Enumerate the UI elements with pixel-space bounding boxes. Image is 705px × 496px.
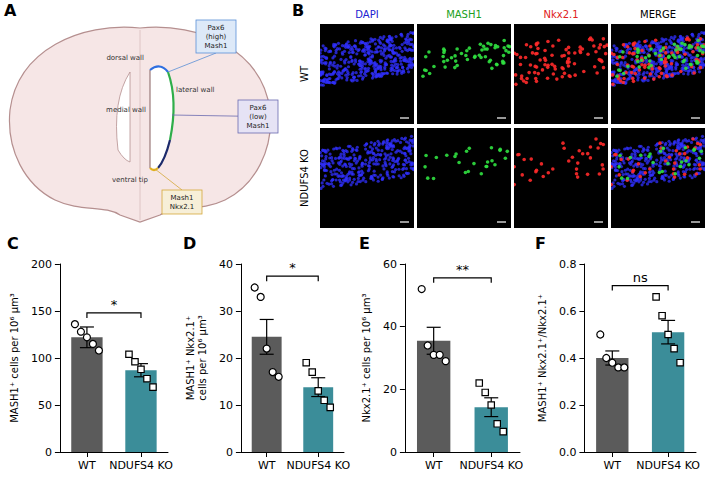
svg-text:0.8: 0.8: [559, 258, 577, 271]
svg-text:Nkx2.1: Nkx2.1: [543, 9, 578, 20]
svg-text:NDUFS4 KO: NDUFS4 KO: [109, 459, 173, 472]
svg-text:Pax6: Pax6: [208, 24, 225, 32]
svg-text:MASH1⁺ cells per 10⁶ μm³: MASH1⁺ cells per 10⁶ μm³: [9, 293, 20, 423]
svg-text:0: 0: [390, 446, 397, 459]
svg-text:0.0: 0.0: [559, 446, 577, 459]
svg-text:A: A: [4, 1, 17, 20]
svg-text:NDUFS4 KO: NDUFS4 KO: [636, 459, 700, 472]
svg-text:NDUFS4 KO: NDUFS4 KO: [286, 459, 350, 472]
svg-text:0.6: 0.6: [559, 305, 577, 318]
svg-text:20: 20: [383, 383, 397, 396]
svg-text:MERGE: MERGE: [640, 9, 676, 20]
svg-text:dorsal wall: dorsal wall: [106, 54, 144, 62]
svg-text:NDUFS4 KO: NDUFS4 KO: [299, 149, 310, 207]
svg-text:WT: WT: [603, 459, 621, 472]
svg-text:F: F: [535, 234, 546, 253]
svg-text:Mash1: Mash1: [171, 194, 194, 202]
svg-text:MASH1⁺ Nkx2.1⁺/Nkx2.1⁺: MASH1⁺ Nkx2.1⁺/Nkx2.1⁺: [537, 294, 548, 422]
svg-text:0: 0: [45, 446, 52, 459]
svg-text:30: 30: [219, 305, 233, 318]
svg-text:ns: ns: [633, 270, 648, 285]
svg-text:200: 200: [31, 258, 52, 271]
svg-text:Pax6: Pax6: [250, 104, 267, 112]
svg-text:(high): (high): [206, 33, 227, 41]
svg-text:B: B: [292, 1, 304, 20]
svg-text:ventral tip: ventral tip: [112, 176, 149, 184]
svg-text:MASH1: MASH1: [446, 9, 482, 20]
svg-text:Mash1: Mash1: [205, 42, 228, 50]
svg-text:150: 150: [31, 305, 52, 318]
svg-text:60: 60: [383, 258, 397, 271]
svg-text:lateral wall: lateral wall: [176, 86, 215, 94]
svg-text:WT: WT: [299, 65, 310, 82]
svg-text:MASH1⁺ Nkx2.1⁺: MASH1⁺ Nkx2.1⁺: [185, 316, 196, 401]
svg-text:Nkx2.1⁺ cells per 10⁶ μm³: Nkx2.1⁺ cells per 10⁶ μm³: [361, 294, 372, 423]
svg-text:40: 40: [383, 320, 397, 333]
svg-text:100: 100: [31, 352, 52, 365]
svg-text:40: 40: [219, 258, 233, 271]
svg-text:Mash1: Mash1: [247, 122, 270, 130]
svg-text:50: 50: [38, 399, 52, 412]
svg-text:E: E: [359, 234, 370, 253]
svg-text:0.4: 0.4: [559, 352, 577, 365]
svg-text:NDUFS4 KO: NDUFS4 KO: [459, 459, 523, 472]
svg-text:WT: WT: [78, 459, 96, 472]
svg-text:*: *: [111, 297, 118, 312]
svg-text:Nkx2.1: Nkx2.1: [170, 203, 195, 211]
svg-text:WT: WT: [258, 459, 276, 472]
svg-text:cells per 10⁶ μm³: cells per 10⁶ μm³: [197, 315, 208, 400]
svg-text:10: 10: [219, 399, 233, 412]
svg-text:*: *: [289, 260, 296, 275]
svg-text:D: D: [183, 234, 196, 253]
svg-text:WT: WT: [425, 459, 443, 472]
svg-text:**: **: [456, 262, 470, 277]
svg-text:20: 20: [219, 352, 233, 365]
svg-text:0.2: 0.2: [559, 399, 577, 412]
svg-text:0: 0: [226, 446, 233, 459]
svg-text:C: C: [7, 234, 19, 253]
svg-text:(low): (low): [249, 113, 267, 121]
svg-text:medial wall: medial wall: [106, 106, 146, 114]
svg-text:DAPI: DAPI: [355, 9, 378, 20]
